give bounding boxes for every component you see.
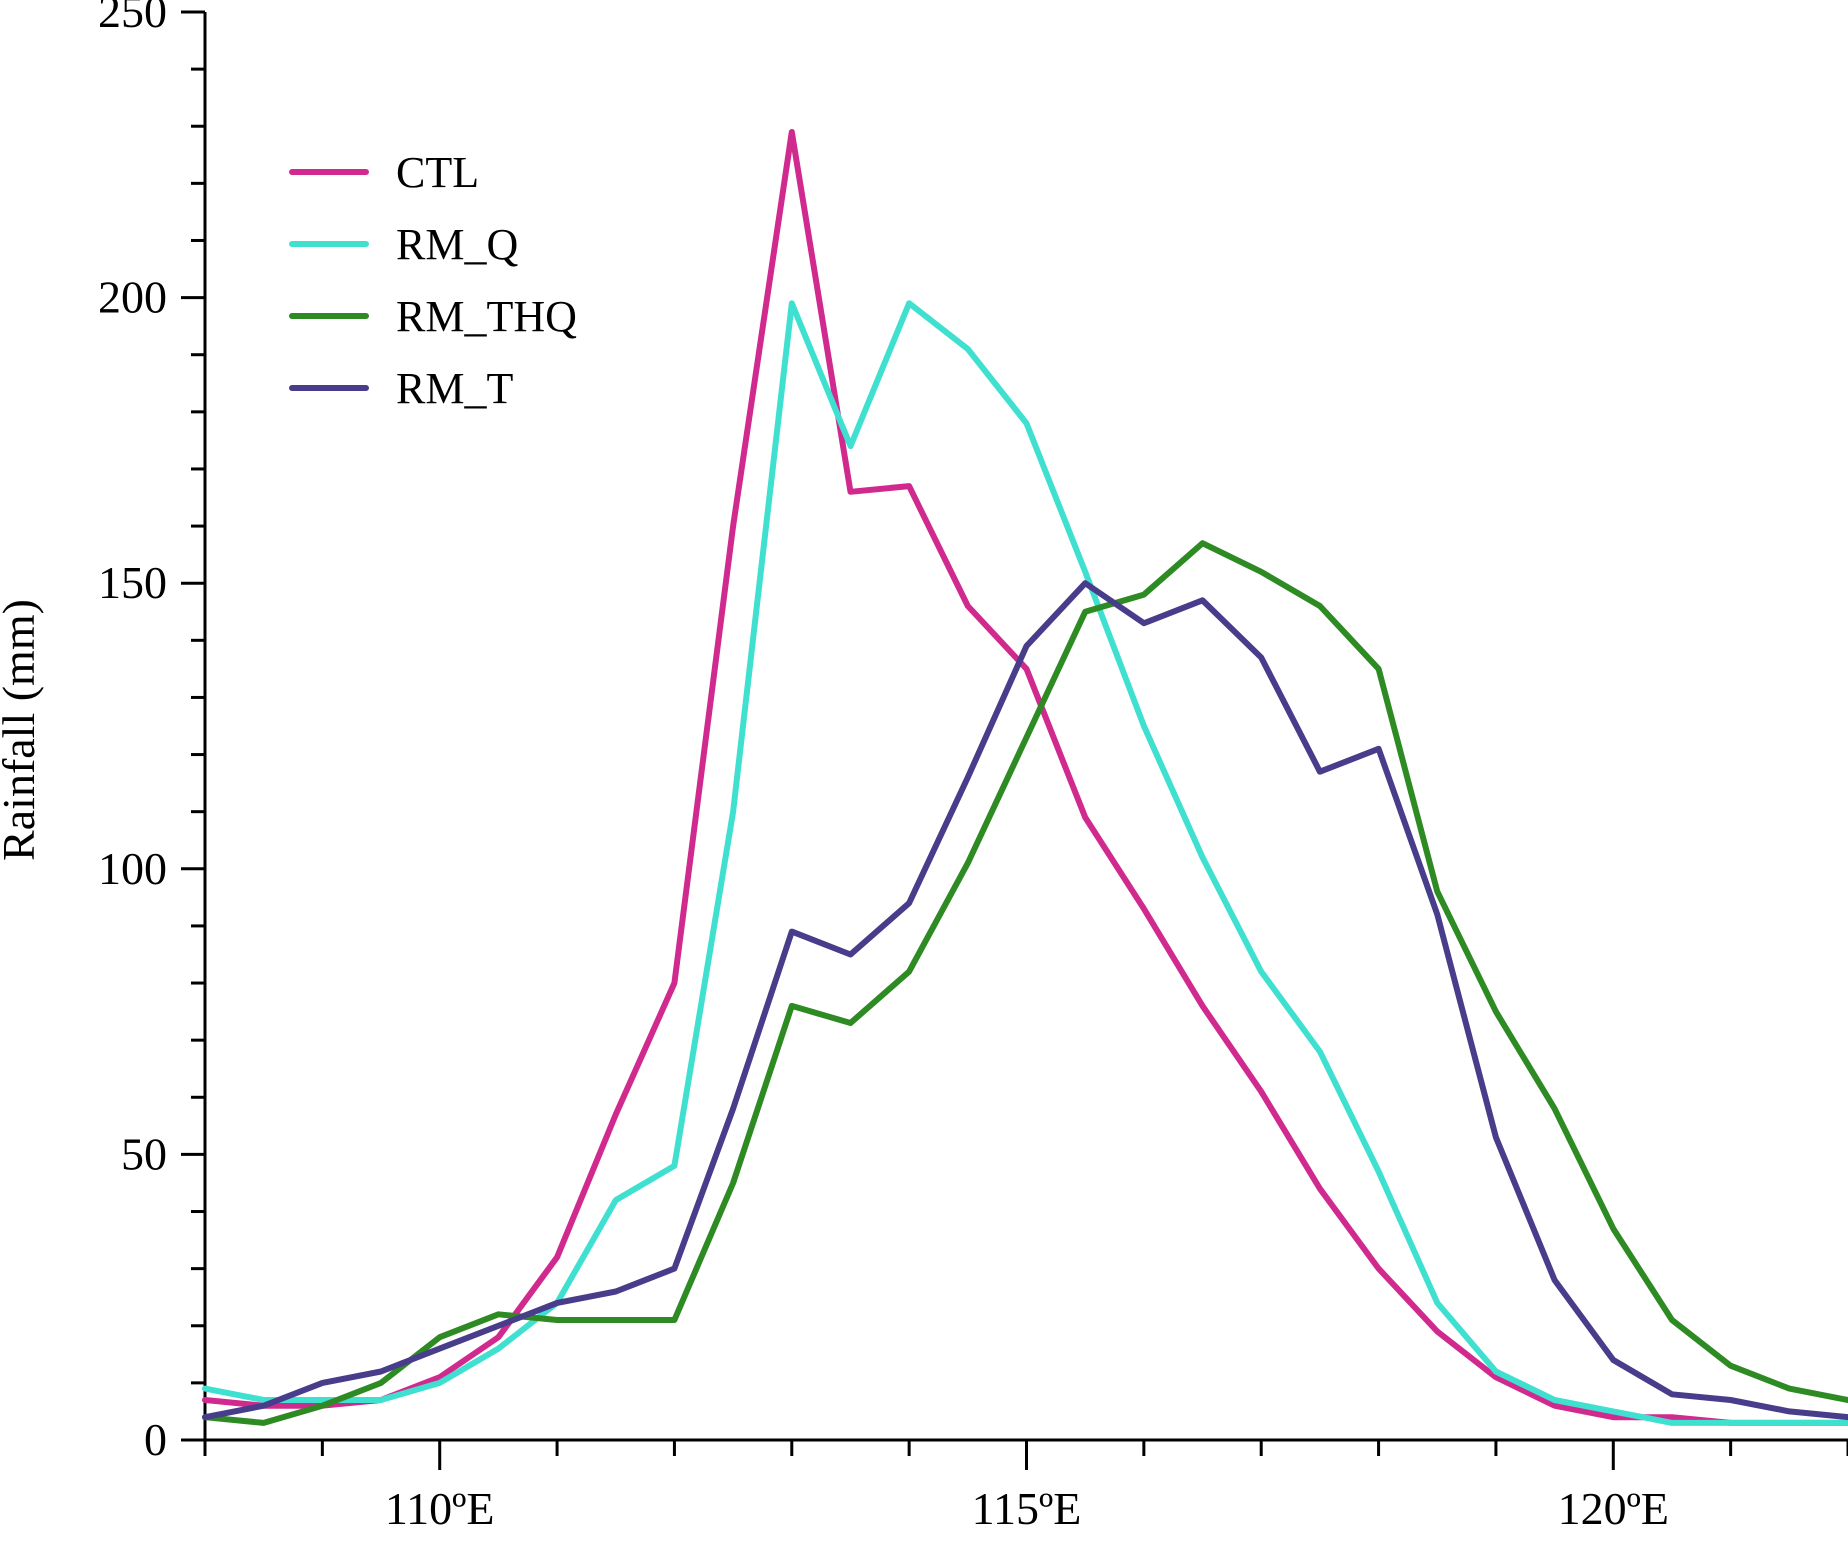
legend-label: RM_T bbox=[396, 364, 513, 413]
legend-label: CTL bbox=[396, 148, 479, 197]
series-line-rm-thq bbox=[202, 540, 1848, 1426]
y-tick-label: 50 bbox=[121, 1128, 167, 1179]
y-tick-label: 0 bbox=[144, 1414, 167, 1465]
series-line-ctl bbox=[202, 129, 1848, 1426]
legend-label: RM_THQ bbox=[396, 292, 577, 341]
y-tick-label: 200 bbox=[98, 272, 167, 323]
y-tick-label: 150 bbox=[98, 557, 167, 608]
series-line-rm-q bbox=[202, 300, 1848, 1426]
series-layer bbox=[202, 129, 1848, 1426]
x-axis-ticks: 110ºE 115ºE 120ºE bbox=[203, 1440, 1848, 1534]
x-tick-label: 120ºE bbox=[1558, 1483, 1669, 1534]
y-tick-label: 250 bbox=[98, 0, 167, 37]
y-axis-ticks: 0 50 100 150 200 250 bbox=[98, 0, 205, 1465]
x-tick-label: 110ºE bbox=[385, 1483, 495, 1534]
series-line-rm-t bbox=[202, 580, 1848, 1421]
y-axis-title: Rainfall (mm) bbox=[0, 599, 44, 861]
legend-label: RM_Q bbox=[396, 220, 518, 269]
legend: CTL RM_Q RM_THQ RM_T bbox=[289, 148, 577, 413]
y-tick-label: 100 bbox=[98, 843, 167, 894]
x-tick-label: 115ºE bbox=[972, 1483, 1082, 1534]
